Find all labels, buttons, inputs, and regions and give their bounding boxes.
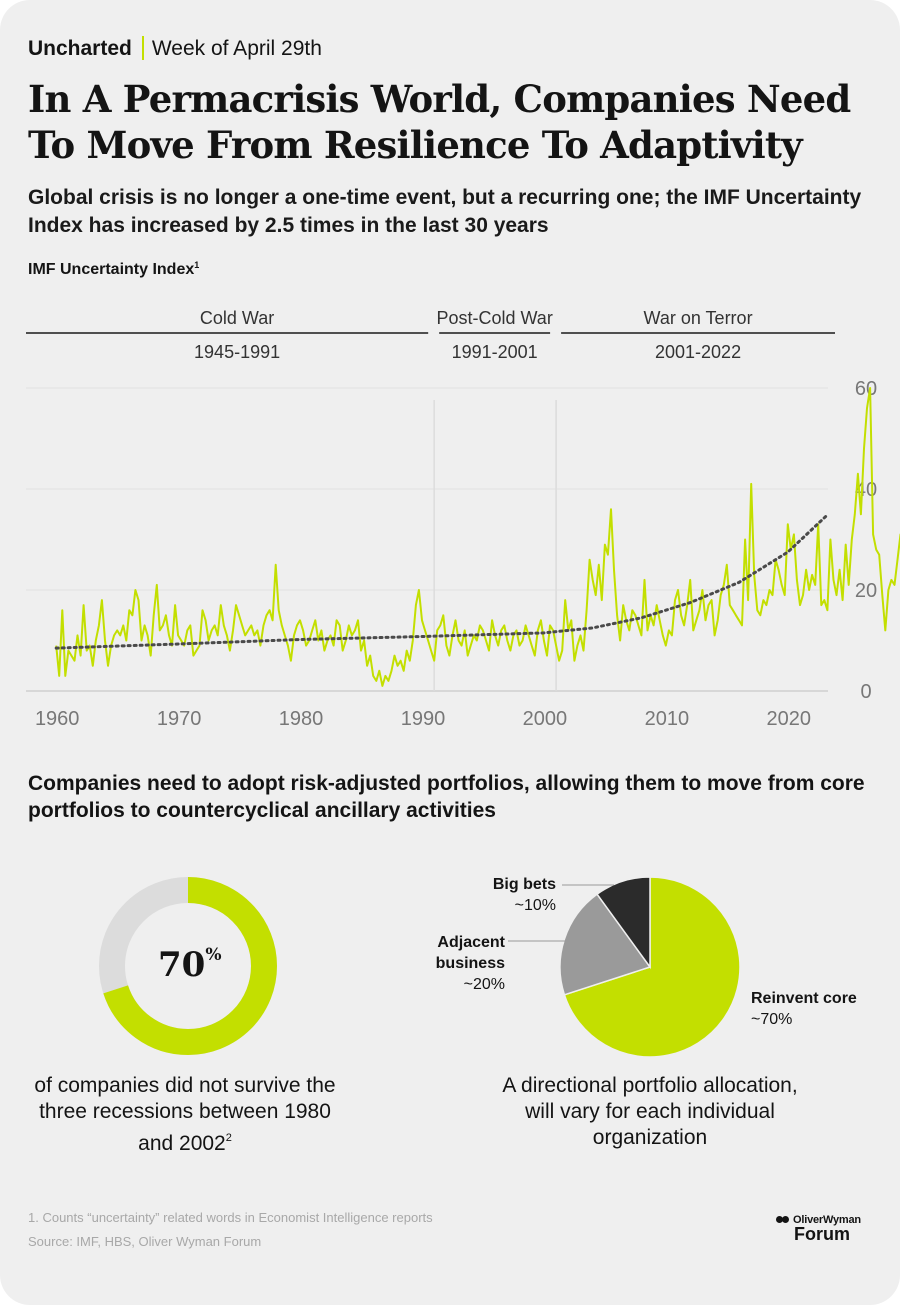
donut-caption: of companies did not survive the three r… bbox=[20, 1073, 350, 1157]
pie-slice-reinvent-core bbox=[563, 876, 741, 1058]
pie-chart bbox=[508, 876, 741, 1058]
footnote: 1. Counts “uncertainty” related words in… bbox=[28, 1210, 433, 1225]
x-tick-label: 1980 bbox=[279, 708, 324, 730]
donut-value-number: 70 bbox=[158, 945, 206, 985]
trend-dotted-line bbox=[54, 512, 830, 650]
x-tick-label: 1960 bbox=[35, 708, 80, 730]
chart-title-footnote: 1 bbox=[194, 260, 200, 270]
oliver-wyman-forum-logo: OliverWyman Forum bbox=[776, 1214, 876, 1245]
logo-wordmark-top: OliverWyman bbox=[776, 1214, 876, 1226]
pie-label-big-bets: Big bets ~10% bbox=[484, 874, 556, 916]
brand-label: Uncharted bbox=[28, 37, 132, 60]
y-tick-label: 0 bbox=[860, 681, 871, 703]
y-tick-label: 60 bbox=[855, 378, 877, 400]
x-tick-label: 1990 bbox=[401, 708, 446, 730]
donut-chart bbox=[99, 877, 277, 1055]
pie-caption: A directional portfolio allocation, will… bbox=[502, 1074, 798, 1149]
pie-slice-adjacent-business bbox=[559, 893, 652, 996]
x-tick-label: 2010 bbox=[645, 708, 690, 730]
era-name-label: Post-Cold War bbox=[436, 308, 552, 328]
x-tick-label: 1970 bbox=[157, 708, 202, 730]
chart-title: IMF Uncertainty Index1 bbox=[28, 260, 199, 279]
source-note: Source: IMF, HBS, Oliver Wyman Forum bbox=[28, 1234, 262, 1249]
y-tick-label: 20 bbox=[855, 580, 877, 602]
era-name-label: War on Terror bbox=[644, 308, 753, 328]
pie-label-adjacent: Adjacent business ~20% bbox=[410, 932, 505, 995]
pie-label-reinvent-core: Reinvent core ~70% bbox=[751, 988, 891, 1030]
pie-label-big-bets-value: ~10% bbox=[514, 897, 556, 914]
donut-value-arc bbox=[99, 877, 277, 1055]
logo-top-text: OliverWyman bbox=[793, 1214, 861, 1226]
logo-wordmark-bottom: Forum bbox=[794, 1224, 850, 1244]
donut-percent-sign: % bbox=[205, 945, 222, 965]
kicker: Uncharted Week of April 29th bbox=[28, 36, 322, 61]
donut-value: 70% bbox=[158, 945, 222, 985]
pie-label-reinvent-core-name: Reinvent core bbox=[751, 990, 857, 1007]
era-range-label: 1945-1991 bbox=[194, 342, 280, 362]
pie-label-big-bets-name: Big bets bbox=[492, 876, 556, 893]
section-title: Companies need to adopt risk-adjusted po… bbox=[28, 772, 865, 822]
week-label: Week of April 29th bbox=[151, 37, 322, 60]
era-name-label: Cold War bbox=[200, 308, 274, 328]
logo-dot-icon bbox=[782, 1216, 789, 1223]
era-range-label: 2001-2022 bbox=[655, 342, 741, 362]
kicker-divider bbox=[141, 36, 144, 60]
page-title: In A Permacrisis World, Companies Need T… bbox=[28, 77, 851, 167]
pie-label-adjacent-name: Adjacent business bbox=[435, 934, 505, 972]
page-subtitle: Global crisis is no longer a one-time ev… bbox=[28, 186, 862, 237]
donut-caption-text: of companies did not survive the three r… bbox=[34, 1074, 336, 1155]
x-tick-label: 2020 bbox=[767, 708, 812, 730]
uncertainty-index-line bbox=[55, 387, 900, 687]
logo-dot-icon bbox=[776, 1216, 783, 1223]
pie-label-reinvent-core-value: ~70% bbox=[751, 1011, 793, 1028]
donut-caption-footnote: 2 bbox=[225, 1132, 232, 1144]
chart-title-text: IMF Uncertainty Index bbox=[28, 261, 195, 278]
x-tick-label: 2000 bbox=[523, 708, 568, 730]
pie-label-adjacent-value: ~20% bbox=[463, 976, 505, 993]
pie-slice-big-bets bbox=[596, 876, 651, 970]
era-range-label: 1991-2001 bbox=[452, 342, 538, 362]
